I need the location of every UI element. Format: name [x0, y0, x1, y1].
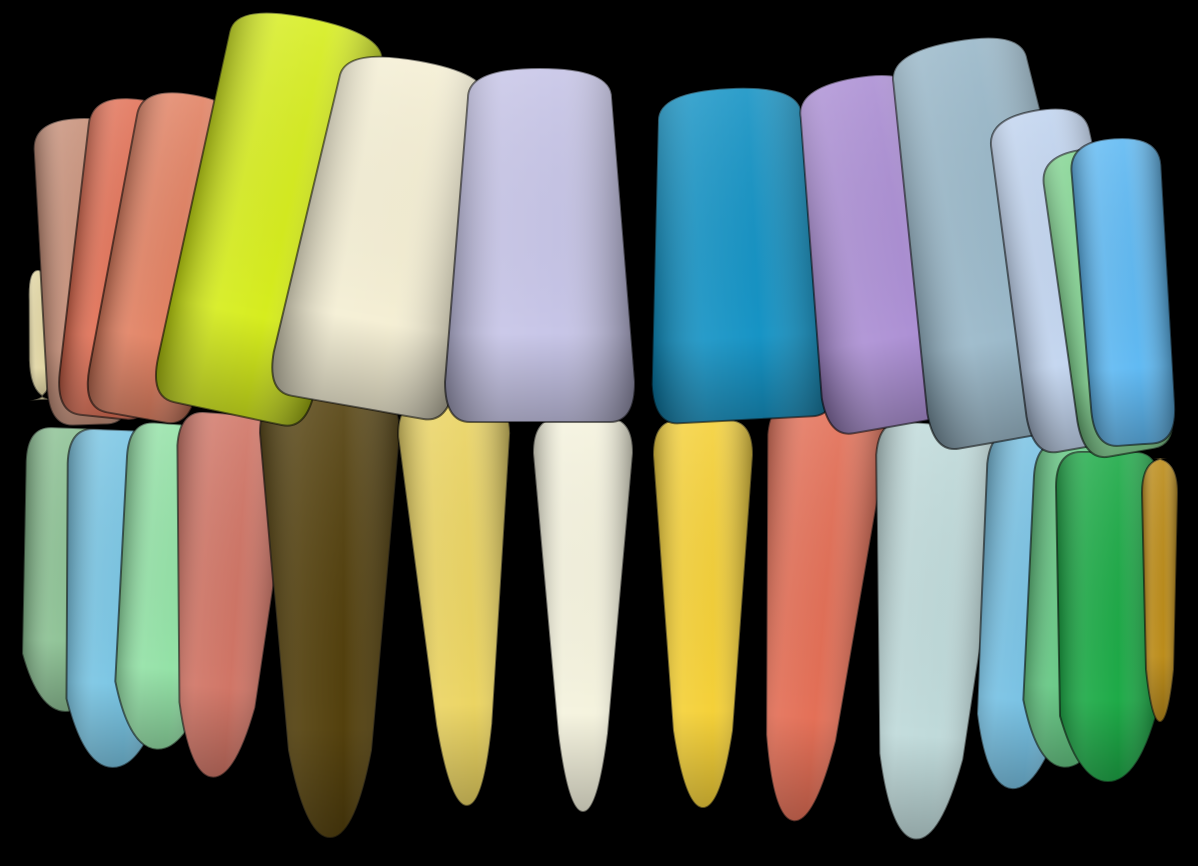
lower-tooth-6 — [397, 398, 512, 807]
lower-tooth-8 — [651, 419, 755, 810]
lower-tooth-5 — [258, 397, 402, 840]
lower-tooth-7 — [531, 417, 635, 814]
upper-tooth-6 — [271, 55, 489, 421]
lower-tooth-4 — [176, 411, 295, 779]
lower-tooth-14 — [1140, 457, 1180, 724]
lower-tooth-10 — [875, 420, 1010, 841]
upper-tooth-8 — [650, 86, 837, 425]
upper-tooth-13 — [1070, 137, 1177, 447]
lower-tooth-9 — [765, 400, 889, 823]
lower-tooth-13 — [1054, 451, 1162, 784]
upper-tooth-7 — [443, 66, 637, 423]
